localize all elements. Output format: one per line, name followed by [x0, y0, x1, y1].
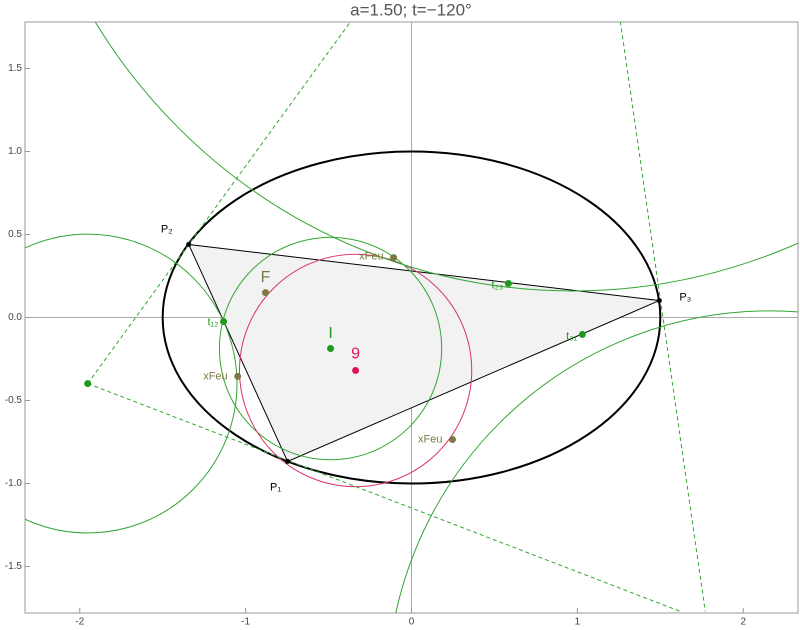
circle [25, 233, 238, 534]
point [448, 436, 456, 444]
circle [395, 310, 798, 613]
triangle [187, 243, 662, 463]
circle [218, 236, 443, 461]
point-label: xFeu [418, 433, 442, 445]
point-label: I [328, 325, 332, 342]
point [234, 372, 242, 380]
y-tick-label: 1.0 [8, 146, 22, 157]
point [578, 330, 586, 338]
x-tick-label: 2 [740, 617, 746, 628]
chart-title: a=1.50; t=−120° [350, 0, 472, 19]
dashed-line [87, 383, 681, 612]
x-tick-label: 1 [575, 617, 581, 628]
point-label: P₂ [161, 223, 173, 235]
point-label: xFeu [203, 370, 227, 382]
point-label: P₃ [679, 291, 691, 303]
y-tick-label: -0.5 [5, 395, 23, 406]
point [84, 380, 92, 388]
x-tick-label: -1 [241, 617, 250, 628]
point-label: t₂₃ [492, 279, 504, 291]
y-tick-label: 0.5 [8, 229, 22, 240]
y-tick-label: 0.0 [8, 312, 22, 323]
x-tick-label: -2 [75, 617, 84, 628]
point [186, 241, 192, 247]
y-tick-label: -1.0 [5, 478, 23, 489]
ellipse [161, 150, 662, 485]
point-label: 9 [351, 346, 360, 363]
point-label: t₃₁ [566, 330, 578, 342]
circle [95, 22, 798, 292]
point-label: xFeu [359, 250, 383, 262]
point [390, 254, 398, 262]
point [504, 279, 512, 287]
point [327, 345, 335, 353]
y-tick-label: -1.5 [5, 561, 23, 572]
point [285, 458, 291, 464]
point [352, 366, 360, 374]
point [262, 289, 270, 297]
point [656, 298, 662, 304]
point-label: P₁ [270, 481, 281, 493]
dashed-line [87, 22, 351, 384]
point [220, 317, 228, 325]
dashed-line [619, 22, 706, 612]
point-label: F [261, 269, 271, 286]
point-label: t₁₂ [208, 316, 219, 328]
x-tick-label: 0 [409, 617, 415, 628]
y-tick-label: 1.5 [8, 63, 22, 74]
